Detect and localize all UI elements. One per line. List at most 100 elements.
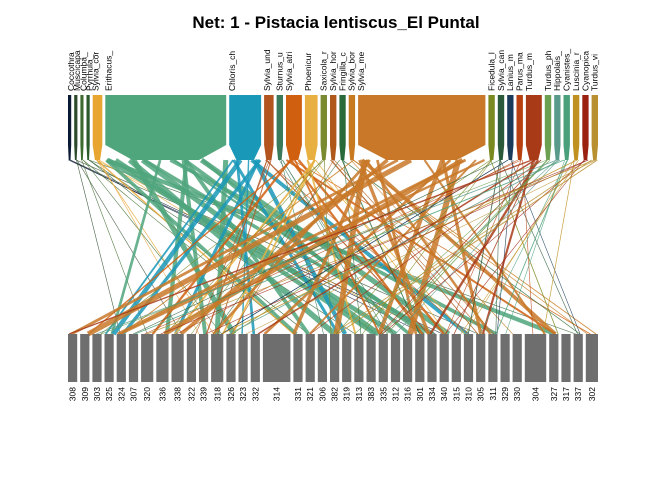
lower-level-box xyxy=(561,334,571,382)
lower-level-label: 315 xyxy=(451,387,461,401)
interaction-link xyxy=(181,159,208,335)
interaction-link xyxy=(382,159,586,335)
lower-level-box xyxy=(226,334,236,382)
higher-level-label: Erithacus_ xyxy=(103,51,113,91)
lower-level-label: 330 xyxy=(512,387,522,401)
lower-level-label: 304 xyxy=(531,387,541,401)
lower-level-label: 323 xyxy=(238,387,248,401)
lower-level-box xyxy=(354,334,364,382)
lower-level-label: 308 xyxy=(68,387,78,401)
higher-level-box xyxy=(320,95,327,160)
higher-level-box xyxy=(264,95,274,160)
lower-level-label: 382 xyxy=(330,387,340,401)
higher-level-label: Sylvia_can xyxy=(496,50,506,91)
interaction-links xyxy=(68,157,598,337)
lower-level-box xyxy=(549,334,559,382)
interaction-link xyxy=(245,159,597,335)
higher-level-label: Coccothra xyxy=(66,52,76,91)
lower-level-label: 326 xyxy=(226,387,236,401)
interaction-link xyxy=(377,159,445,335)
higher-level-label: Hippolais_ xyxy=(552,51,562,91)
lower-level-box xyxy=(585,334,598,382)
higher-level-box xyxy=(554,95,561,160)
higher-level-label: Cyanistes_ xyxy=(562,49,572,91)
interaction-link xyxy=(174,159,261,335)
lower-level-box xyxy=(427,334,437,382)
higher-level-labels: CoccothraMuscicapaColumba_Pyrrhula_Sylvi… xyxy=(66,49,600,91)
lower-level-label: 322 xyxy=(186,387,196,401)
interaction-link xyxy=(212,159,340,335)
lower-level-label: 340 xyxy=(439,387,449,401)
lower-level-label: 317 xyxy=(561,387,571,401)
lower-level-box xyxy=(199,334,209,382)
higher-level-box xyxy=(497,95,505,160)
higher-level-box xyxy=(516,95,523,160)
lower-level-box xyxy=(476,334,486,382)
lower-level-label: 309 xyxy=(80,387,90,401)
interaction-link xyxy=(134,159,565,335)
higher-level-label: Columba_ xyxy=(78,52,88,91)
lower-level-box xyxy=(342,334,352,382)
lower-level-label: 337 xyxy=(573,387,583,401)
lower-level-box xyxy=(451,334,461,382)
higher-level-label: Chloris_ch xyxy=(227,51,237,91)
higher-level-label: Sylvia_und xyxy=(262,49,272,91)
interaction-link xyxy=(76,159,121,335)
higher-level-box xyxy=(572,95,580,160)
lower-level-label: 334 xyxy=(427,387,437,401)
lower-level-label: 303 xyxy=(92,387,102,401)
interaction-link xyxy=(119,158,486,336)
lower-level-label: 327 xyxy=(549,387,559,401)
lower-level-box xyxy=(573,334,583,382)
lower-level-label: 316 xyxy=(403,387,413,401)
interaction-link xyxy=(306,159,466,335)
interaction-link xyxy=(335,159,492,335)
higher-level-label: Parus_ma xyxy=(515,52,525,91)
higher-level-box xyxy=(276,95,283,160)
interaction-link xyxy=(105,158,298,336)
interaction-link xyxy=(70,158,399,336)
higher-level-boxes xyxy=(68,95,598,160)
lower-level-label: 324 xyxy=(116,387,126,401)
lower-level-box xyxy=(512,334,522,382)
interaction-link xyxy=(490,159,559,335)
interaction-link xyxy=(146,159,595,335)
lower-level-box xyxy=(141,334,154,382)
higher-level-label: Fringilla_c xyxy=(337,52,347,91)
interaction-link xyxy=(479,159,568,335)
higher-level-label: Ficedula_l xyxy=(486,52,496,91)
higher-level-label: Luscinia_r xyxy=(571,52,581,91)
higher-level-box xyxy=(582,95,589,160)
lower-level-label: 318 xyxy=(212,387,222,401)
higher-level-label: Turdus_ph xyxy=(543,50,553,91)
lower-level-label: 325 xyxy=(104,387,114,401)
interaction-link xyxy=(199,157,451,337)
interaction-link xyxy=(510,159,581,335)
interaction-link xyxy=(76,159,183,335)
interaction-link xyxy=(101,159,548,335)
lower-level-label: 311 xyxy=(488,387,498,401)
interaction-link xyxy=(176,159,518,335)
lower-level-label: 314 xyxy=(272,387,282,401)
lower-level-label: 339 xyxy=(199,387,209,401)
higher-level-label: Lanius_m xyxy=(505,54,515,91)
interaction-link xyxy=(133,159,500,335)
higher-level-label: Pyrrhula_ xyxy=(85,54,95,91)
lower-level-box xyxy=(156,334,169,382)
plot-title: Net: 1 - Pistacia lentiscus_El Puntal xyxy=(192,13,479,32)
lower-level-label: 336 xyxy=(157,387,167,401)
interaction-link xyxy=(111,158,243,336)
lower-level-label: 321 xyxy=(305,387,315,401)
higher-level-box xyxy=(105,95,227,160)
lower-level-box xyxy=(92,334,102,382)
lower-level-label: 320 xyxy=(142,387,152,401)
interaction-link xyxy=(232,159,491,335)
lower-level-box xyxy=(524,334,547,382)
lower-level-box xyxy=(171,334,184,382)
higher-level-box xyxy=(74,95,78,160)
interaction-link xyxy=(96,159,558,335)
higher-level-label: Sylvia_hor xyxy=(328,51,338,91)
interaction-link xyxy=(453,159,536,335)
lower-level-box xyxy=(500,334,510,382)
lower-level-label: 383 xyxy=(366,387,376,401)
